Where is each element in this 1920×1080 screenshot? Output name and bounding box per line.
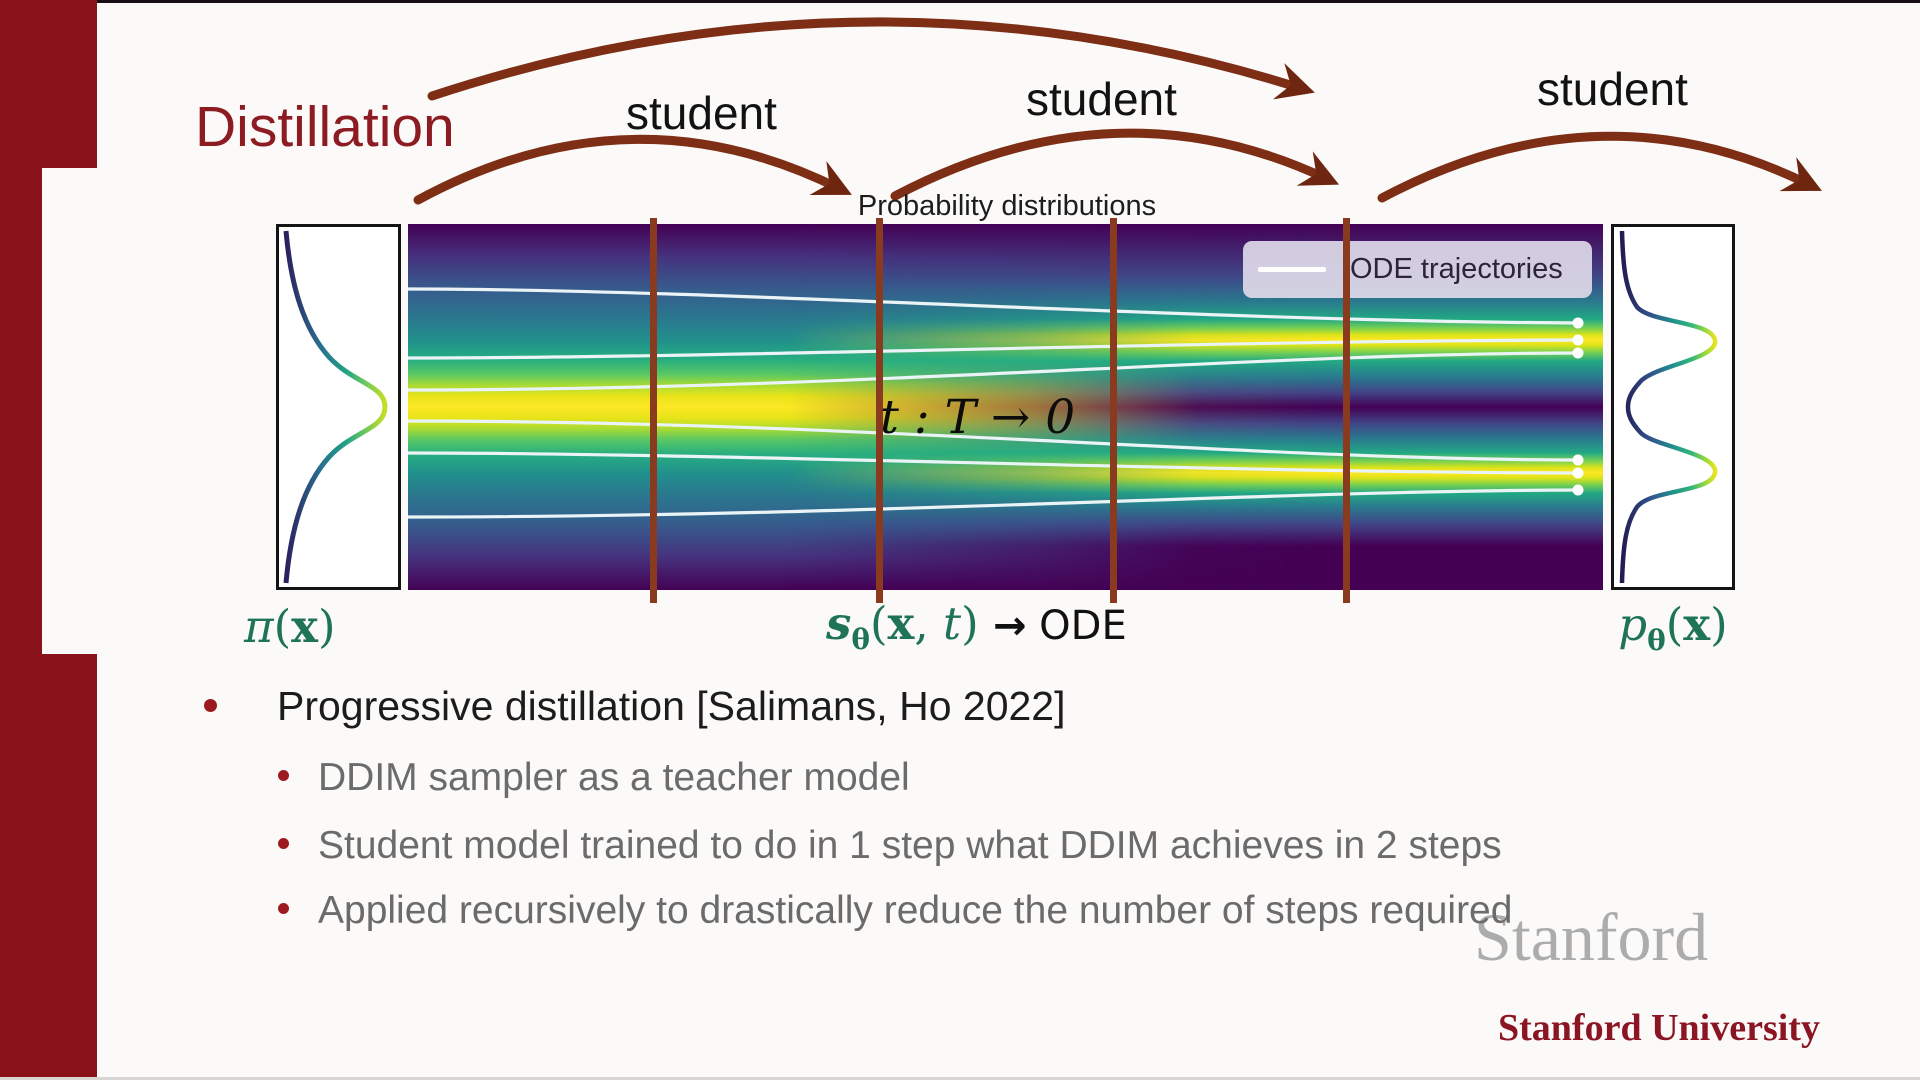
trajectory-line: [408, 488, 1579, 519]
student-label-3: student: [1537, 63, 1688, 115]
ode-suffix: → ODE: [992, 603, 1127, 649]
stanford-university-wordmark: Stanford University: [1498, 1007, 1820, 1049]
legend-line-sample: [1258, 267, 1326, 272]
student-label-1: student: [626, 87, 777, 139]
right-marginal-plot: [1611, 224, 1735, 590]
trajectory-line: [408, 451, 1579, 475]
bullet-marker: [278, 838, 289, 849]
time-slice-divider-1: [650, 218, 657, 603]
bottom-border-line: [0, 1077, 1920, 1080]
left-marginal-plot: [276, 224, 401, 590]
trajectory-line: [408, 351, 1579, 392]
bullet-marker: [278, 770, 289, 781]
arrow-arc-left: [413, 134, 852, 205]
bullet-marker: [204, 699, 217, 712]
time-slice-divider-2: [876, 218, 883, 603]
time-direction-label: t : T → 0: [880, 390, 1076, 445]
bullet-sub-3: Applied recursively to drastically reduc…: [318, 889, 1513, 932]
bullet-marker: [278, 903, 289, 914]
sample-endpoint-dots: [1572, 317, 1584, 496]
right-arrow-icon: →: [992, 603, 1027, 649]
bullet-main: Progressive distillation [Salimans, Ho 2…: [277, 683, 1066, 729]
student-label-2: student: [1026, 73, 1177, 125]
legend: ODE trajectories: [1243, 241, 1592, 298]
arrow-arc-right: [1377, 131, 1822, 203]
cardinal-accent-bottom: [0, 654, 97, 1080]
time-slice-divider-3: [1110, 218, 1117, 603]
ode-trajectory-lines: [408, 287, 1579, 519]
trajectory-line: [408, 338, 1579, 360]
arrow-arc-middle: [890, 128, 1340, 201]
probability-distributions-label: Probability distributions: [857, 190, 1157, 222]
bullet-sub-2: Student model trained to do in 1 step wh…: [318, 824, 1502, 867]
model-density-label: pθ(x): [1618, 598, 1728, 657]
cardinal-accent-middle: [0, 168, 42, 654]
trajectory-line: [408, 419, 1579, 462]
slide-title: Distillation: [195, 95, 455, 159]
trajectory-line: [408, 287, 1579, 325]
model-density-curve: [1619, 230, 1718, 584]
prior-label: π(x): [244, 600, 336, 653]
score-function-label: sθ(x, t) → ODE: [826, 597, 1127, 656]
cardinal-accent-top: [0, 0, 97, 168]
top-border-line: [0, 0, 1920, 3]
bullet-sub-1: DDIM sampler as a teacher model: [318, 756, 910, 799]
stanford-watermark: Stanford: [1474, 899, 1709, 975]
time-slice-divider-4: [1343, 218, 1350, 603]
prior-density-curve: [283, 230, 388, 584]
legend-label: ODE trajectories: [1350, 253, 1563, 285]
